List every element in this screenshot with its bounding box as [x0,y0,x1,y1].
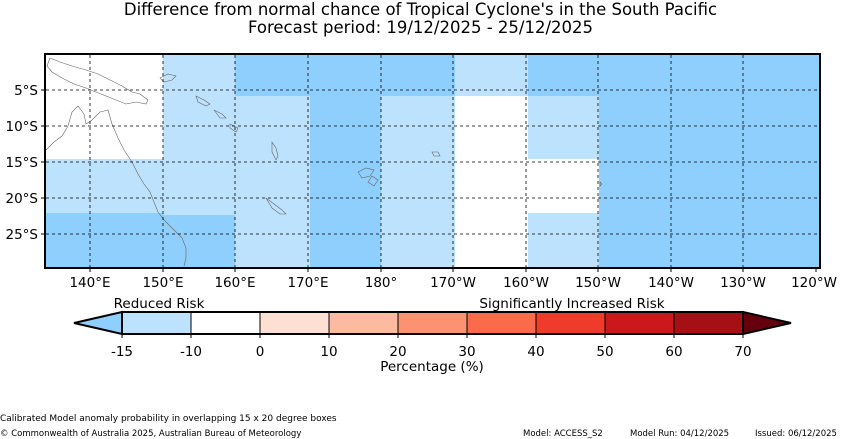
lon-label: 180° [365,275,398,291]
cell [528,159,599,213]
lat-label: 25°S [6,227,39,243]
french-polynesia [599,181,603,187]
australia-coast [45,105,187,267]
cell [599,96,819,267]
new-caledonia [265,197,287,215]
vanuatu [271,141,279,161]
solomon-islands [195,95,239,133]
lon-label: 160°E [214,275,255,291]
longitude-labels: 140°E 150°E 160°E 170°E 180° 170°W 160°W… [69,275,836,291]
reduced-risk-label: Reduced Risk [114,296,205,312]
lon-label: 140°W [648,275,694,291]
cell [163,55,235,215]
coastlines [45,57,603,267]
cell [381,96,455,267]
cell [235,55,455,96]
cell [455,55,528,96]
lon-label: 170°E [287,275,328,291]
lon-label: 150°W [575,275,621,291]
method-note: Calibrated Model anomaly probability in … [0,414,337,424]
colorbar-tick-label: 20 [389,344,406,360]
cell [235,96,310,267]
cell [528,213,599,267]
fiji [357,167,379,187]
lon-label: 170°W [430,275,476,291]
colorbar-segment [191,312,260,334]
map-title: Difference from normal chance of Tropica… [123,0,718,19]
colorbar-segment [398,312,467,334]
samoa [431,151,441,157]
colorbar-segment [260,312,329,334]
lat-label: 15°S [6,155,39,171]
cell [528,55,819,96]
axis-ticks [41,89,817,272]
colorbar-high-extend [742,310,792,336]
colorbar-title: Percentage (%) [380,359,484,375]
colorbar-low-extend [73,310,123,336]
model-run-date: Model Run: 04/12/2025 [630,429,730,439]
colorbar-ticks: -15 -10 0 10 20 30 40 50 60 70 [111,344,752,360]
lon-label: 140°E [69,275,110,291]
cell [528,96,599,159]
cell [46,213,163,267]
colorbar-segment [122,312,191,334]
lon-label: 160°W [503,275,549,291]
lat-label: 10°S [6,119,39,135]
cell [46,55,163,159]
issued-date: Issued: 06/12/2025 [755,429,837,439]
graticule [46,55,819,267]
cell [455,96,528,267]
colorbar-tick-label: -10 [180,344,202,360]
colorbar-segment [536,312,605,334]
colorbar-tick-label: 50 [596,344,613,360]
colorbar-tick-label: 60 [665,344,682,360]
colorbar-tick-label: 0 [256,344,265,360]
colorbar-tick-label: 30 [458,344,475,360]
increased-risk-label: Significantly Increased Risk [479,296,664,312]
lon-label: 130°W [720,275,766,291]
colorbar-tick-label: 70 [734,344,751,360]
colorbar-segment [605,312,674,334]
lat-label: 5°S [14,83,38,99]
new-guinea-coast [46,57,149,105]
colorbar-frame [121,311,744,335]
lon-label: 120°W [791,275,837,291]
model-name: Model: ACCESS_S2 [523,429,603,439]
copyright-note: © Commonwealth of Australia 2025, Austra… [0,429,302,439]
map-frame [44,53,821,269]
cell [46,159,163,213]
lon-label: 150°E [142,275,183,291]
colorbar-tick-label: 40 [527,344,544,360]
cell [163,215,235,267]
forecast-period: Forecast period: 19/12/2025 - 25/12/2025 [247,18,594,37]
lat-label: 20°S [6,191,39,207]
colorbar-tick-label: 10 [320,344,337,360]
cell [310,96,381,267]
colorbar-segment [674,312,743,334]
colorbar-tick-label: -15 [111,344,133,360]
colorbar-segment [329,312,398,334]
anomaly-cells [46,55,819,267]
latitude-labels: 5°S 10°S 15°S 20°S 25°S [6,83,39,243]
colorbar [73,310,792,338]
colorbar-segment [467,312,536,334]
